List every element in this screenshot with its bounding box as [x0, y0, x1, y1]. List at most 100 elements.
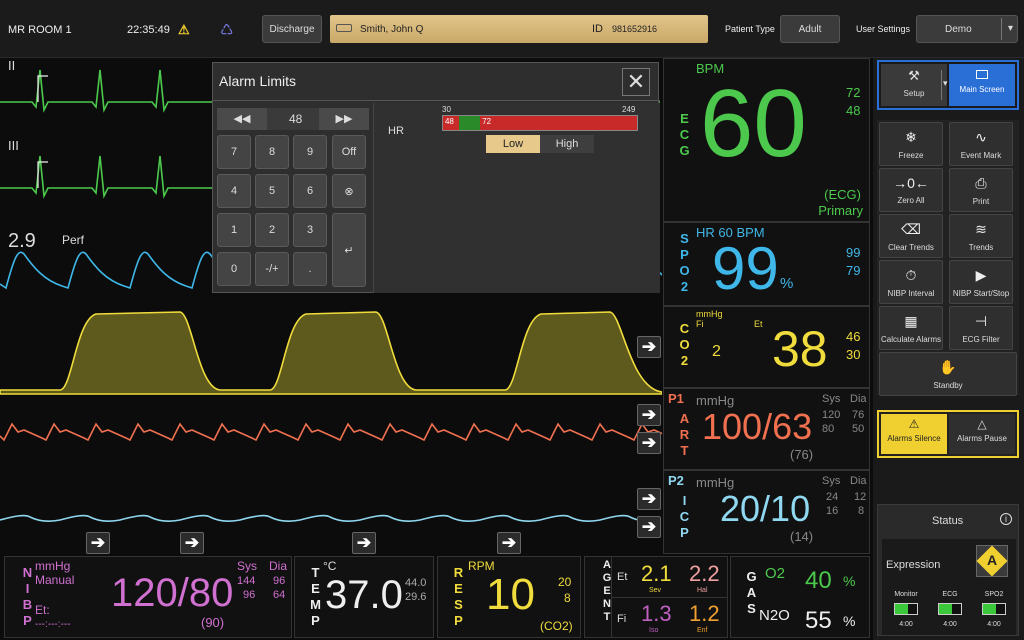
user-settings-label: User Settings	[856, 24, 911, 34]
spo2-panel[interactable]: SPO2 HR 60 BPM 99 % 99 79	[663, 222, 870, 306]
device-name: Monitor	[894, 591, 918, 598]
nibp-panel[interactable]: NIBP mmHg Manual Et: ---:---:--- 120/80 …	[4, 556, 292, 638]
enter-button[interactable]: ↵	[332, 213, 366, 287]
co2-arrow-button[interactable]: ➔	[637, 336, 661, 358]
calculate-alarms-button[interactable]: ▦ Calculate Alarms	[879, 306, 943, 350]
key-2[interactable]: 2	[255, 213, 289, 247]
ecg-lead-iii-label: III	[8, 138, 19, 153]
key-sign[interactable]: -/+	[255, 252, 289, 286]
device-name: ECG	[942, 591, 958, 598]
ecg-filter-button[interactable]: ⊣ ECG Filter	[949, 306, 1013, 350]
alarms-pause-button[interactable]: △ Alarms Pause	[949, 414, 1015, 454]
calculator-icon: ▦	[904, 313, 918, 329]
wave-arrow-button-4[interactable]: ➔	[497, 532, 521, 554]
key-decimal[interactable]: .	[293, 252, 327, 286]
co2-waveform	[0, 311, 662, 395]
event-mark-button[interactable]: ∿ Event Mark	[949, 122, 1013, 166]
increment-fast-button[interactable]: ▶▶	[319, 108, 369, 130]
clock: 22:35:49	[127, 24, 170, 36]
art-arrow-button-2[interactable]: ➔	[637, 432, 661, 454]
key-0[interactable]: 0	[217, 252, 251, 286]
standby-button[interactable]: ✋ Standby	[879, 352, 1017, 396]
patient-banner[interactable]: Smith, John Q ID 981652916	[330, 15, 708, 43]
icp-arrow-button-2[interactable]: ➔	[637, 516, 661, 538]
wave-arrow-button-2[interactable]: ➔	[180, 532, 204, 554]
icp-waveform	[0, 514, 661, 523]
key-1[interactable]: 1	[217, 213, 251, 247]
co2-panel[interactable]: CO2 mmHg Fi Et 2 38 46 30	[663, 306, 870, 388]
wave-arrow-button-3[interactable]: ➔	[352, 532, 376, 554]
nibp-dia-hi: 96	[273, 575, 286, 587]
art-mean: (76)	[790, 447, 814, 462]
main-screen-button[interactable]: Main Screen	[949, 64, 1015, 106]
agent-panel[interactable]: AGENT Et Fi 2.1 Sev 2.2 Hal 1.3 Iso 1.2 …	[584, 556, 728, 638]
key-9[interactable]: 9	[293, 135, 327, 169]
n2o-value: 55	[805, 607, 832, 634]
key-5[interactable]: 5	[255, 174, 289, 208]
art-arrow-button-1[interactable]: ➔	[637, 404, 661, 426]
status-title: Status	[932, 515, 964, 527]
key-off[interactable]: Off	[332, 135, 366, 169]
range-min: 30	[442, 105, 451, 114]
key-6[interactable]: 6	[293, 174, 327, 208]
setup-button[interactable]: ⚒ Setup	[881, 64, 947, 106]
print-button[interactable]: ⎙ Print	[949, 168, 1013, 212]
co2-upper-limit: 46	[846, 329, 861, 344]
wave-trace	[0, 422, 662, 442]
alarm-status-icon[interactable]: ⚠	[178, 22, 190, 37]
main-screen-label: Main Screen	[959, 85, 1005, 94]
nibp-start-stop-button[interactable]: ▶ NIBP Start/Stop	[949, 260, 1013, 304]
alarms-silence-button[interactable]: ⚠ Alarms Silence	[881, 414, 947, 454]
decrement-fast-button[interactable]: ◀◀	[217, 108, 267, 130]
low-tab[interactable]: Low	[486, 135, 540, 153]
user-settings-select[interactable]: Demo ▾	[916, 15, 1018, 43]
key-3[interactable]: 3	[293, 213, 327, 247]
icp-value: 20/10	[720, 488, 811, 529]
status-panel: Status i Expression A Monitor 4:00 ECG 4:00…	[877, 504, 1019, 636]
info-icon[interactable]: i	[1000, 513, 1012, 525]
lungs-icon[interactable]: ♺	[220, 22, 234, 39]
temp-value: 37.0	[325, 573, 403, 617]
zero-all-label: Zero All	[897, 196, 925, 205]
wave-arrow-button-1[interactable]: ➔	[86, 532, 110, 554]
key-8[interactable]: 8	[255, 135, 289, 169]
nibp-dia-label: Dia	[269, 559, 288, 573]
setup-dropdown-icon[interactable]: ▾	[941, 70, 948, 100]
alarm-silence-icon: ⚠	[908, 417, 920, 431]
expression-indicator[interactable]: A	[976, 545, 1008, 577]
art-dia-lo: 50	[852, 423, 865, 435]
key-4[interactable]: 4	[217, 174, 251, 208]
nibp-sys-hi: 144	[237, 575, 256, 587]
nibp-value: 120/80	[111, 571, 234, 615]
gas-panel[interactable]: GAS O2 40 % N2O 55 %	[730, 556, 870, 638]
icp-unit: mmHg	[696, 475, 735, 490]
hr-high-marker: 72	[482, 117, 492, 126]
nibp-interval-icon: ⏱	[905, 267, 917, 283]
zero-all-button[interactable]: →0← Zero All	[879, 168, 943, 212]
clear-icon[interactable]: ⊗	[332, 174, 366, 208]
hr-limit-bar[interactable]: 48 72	[442, 115, 638, 131]
ecg-panel[interactable]: ECG BPM 60 72 48 (ECG) Primary	[663, 58, 870, 222]
art-panel[interactable]: P1 ART mmHg 100/63 (76) Sys Dia 120 80 7…	[663, 388, 870, 470]
iso-fi-value: 1.3	[641, 601, 672, 626]
nibp-dia-lo: 64	[273, 589, 286, 601]
art-waveform	[0, 422, 662, 442]
monitor-icon	[976, 70, 988, 79]
nibp-interval-button[interactable]: ⏱ NIBP Interval	[879, 260, 943, 304]
printer-icon: ⎙	[975, 175, 987, 191]
key-7[interactable]: 7	[217, 135, 251, 169]
freeze-button[interactable]: ❄ Freeze	[879, 122, 943, 166]
co2-lower-limit: 30	[846, 347, 861, 362]
patient-type-select[interactable]: Adult	[780, 15, 840, 43]
icp-panel[interactable]: P2 ICP mmHg 20/10 (14) Sys Dia 24 16 12 …	[663, 470, 870, 554]
discharge-button[interactable]: Discharge	[262, 15, 322, 43]
clear-trends-button[interactable]: ⌫ Clear Trends	[879, 214, 943, 258]
nibp-mode: Manual	[35, 573, 75, 587]
resp-panel[interactable]: RESP RPM 10 20 8 (CO2)	[437, 556, 581, 638]
trends-button[interactable]: ≋ Trends	[949, 214, 1013, 258]
high-tab[interactable]: High	[540, 135, 594, 153]
temp-panel[interactable]: TEMP °C 37.0 44.0 29.6	[294, 556, 434, 638]
icp-arrow-button-1[interactable]: ➔	[637, 488, 661, 510]
nibp-unit: mmHg	[35, 559, 71, 573]
close-icon[interactable]: ✕	[622, 68, 650, 96]
